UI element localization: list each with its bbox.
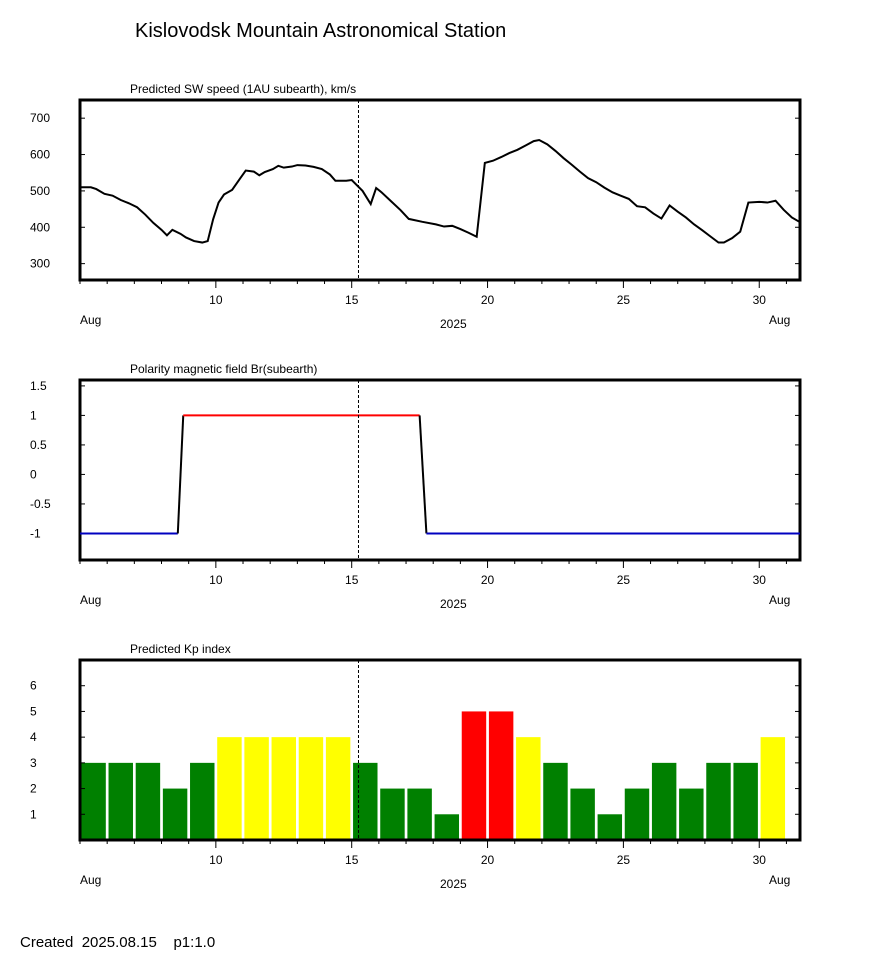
y-tick-label: 1.5: [30, 379, 47, 393]
year-label: 2025: [440, 597, 467, 611]
kp-bar: [135, 762, 161, 840]
kp-bar: [108, 762, 133, 840]
x-tick-label: 25: [617, 853, 631, 867]
kp-bar: [217, 737, 242, 840]
sw-speed-line: [80, 138, 801, 244]
x-tick-label: 25: [617, 293, 631, 307]
month-label-right: Aug: [769, 873, 790, 887]
kp-bar: [353, 762, 378, 840]
y-tick-label: 0.5: [30, 438, 47, 452]
kp-bar: [162, 788, 188, 840]
kp-bar: [298, 737, 324, 840]
y-tick-label: -1: [30, 526, 41, 540]
kp-bar: [624, 788, 650, 840]
page-label: p1:1.0: [173, 934, 216, 951]
x-tick-label: 20: [481, 573, 495, 587]
kp-bar: [407, 788, 432, 840]
x-tick-label: 30: [753, 573, 767, 587]
kp-bar: [190, 762, 215, 840]
y-tick-label: 2: [30, 782, 37, 796]
x-tick-label: 15: [345, 573, 359, 587]
created-date: 2025.08.15: [81, 934, 157, 951]
y-tick-label: 300: [30, 257, 50, 271]
polarity-transition-segment: [418, 415, 428, 534]
x-tick-label: 10: [209, 853, 223, 867]
y-tick-label: 1: [30, 807, 37, 821]
x-tick-label: 20: [481, 293, 495, 307]
y-tick-label: 6: [30, 679, 37, 693]
kp-bar: [679, 788, 704, 840]
kp-bar: [81, 762, 106, 840]
kp-bar: [706, 762, 731, 840]
kp-bar: [543, 762, 568, 840]
kp-bar: [570, 788, 595, 840]
kp-bar: [733, 762, 758, 840]
page-title: Kislovodsk Mountain Astronomical Station: [135, 20, 507, 42]
kp-title: Predicted Kp index: [130, 642, 231, 656]
kp-bar: [461, 711, 487, 840]
x-tick-label: 10: [209, 573, 223, 587]
polarity-panel: Polarity magnetic field Br(subearth) 1.5…: [30, 362, 802, 611]
year-label: 2025: [440, 317, 467, 331]
y-tick-label: 500: [30, 184, 50, 198]
sw-speed-panel: Predicted SW speed (1AU subearth), km/s …: [30, 82, 802, 331]
kp-bar: [325, 737, 351, 840]
x-tick-label: 10: [209, 293, 223, 307]
kp-bar: [434, 814, 460, 840]
x-tick-label: 20: [481, 853, 495, 867]
kp-bar: [597, 814, 623, 840]
x-tick-label: 30: [753, 853, 767, 867]
y-tick-label: 5: [30, 704, 37, 718]
month-label-right: Aug: [769, 593, 790, 607]
x-tick-label: 30: [753, 293, 767, 307]
kp-bar: [244, 737, 269, 840]
sw-speed-title: Predicted SW speed (1AU subearth), km/s: [130, 82, 356, 96]
x-tick-label: 25: [617, 573, 631, 587]
y-tick-label: 1: [30, 408, 37, 422]
kp-bar: [651, 762, 677, 840]
y-tick-label: 700: [30, 111, 50, 125]
y-tick-label: 400: [30, 220, 50, 234]
created-label: Created: [20, 934, 74, 951]
y-tick-label: 600: [30, 148, 50, 162]
month-label-right: Aug: [769, 313, 790, 327]
y-tick-label: -0.5: [30, 497, 51, 511]
month-label-left: Aug: [80, 593, 101, 607]
created-info: Created 2025.08.15 p1:1.0: [20, 934, 215, 951]
month-label-left: Aug: [80, 313, 101, 327]
y-tick-label: 4: [30, 730, 37, 744]
x-tick-label: 15: [345, 853, 359, 867]
kp-bar: [488, 711, 514, 840]
year-label: 2025: [440, 877, 467, 891]
y-tick-label: 0: [30, 467, 37, 481]
kp-frame: [78, 658, 802, 842]
kp-bar: [271, 737, 296, 840]
month-label-left: Aug: [80, 873, 101, 887]
polarity-title: Polarity magnetic field Br(subearth): [130, 362, 317, 376]
polarity-frame: [78, 378, 802, 562]
kp-bar: [380, 788, 405, 840]
x-tick-label: 15: [345, 293, 359, 307]
sw-speed-frame: [78, 98, 802, 282]
kp-bar: [516, 737, 541, 840]
polarity-transition-segment: [176, 415, 185, 534]
kp-bar: [760, 737, 786, 840]
y-tick-label: 3: [30, 756, 37, 770]
